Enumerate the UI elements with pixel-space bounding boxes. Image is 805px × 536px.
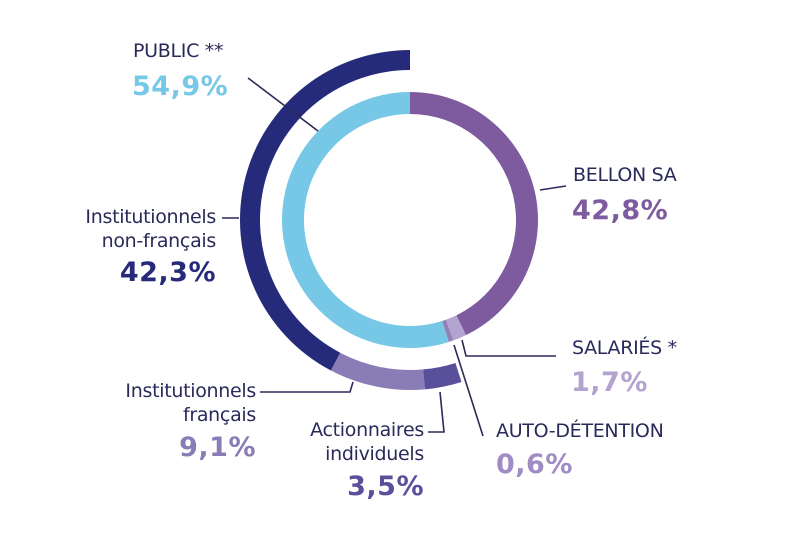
- outer-segment-institutionnels-francais: [330, 352, 425, 390]
- outer-segment-institutionnels-non-francais: [240, 50, 410, 371]
- label-autodetention-value: 0,6%: [496, 449, 573, 480]
- label-inst-nonfr-line1: Institutionnels: [85, 206, 216, 228]
- label-inst-nonfr-line2: non-français: [101, 230, 217, 252]
- inner-segment-bellon-sa: [410, 92, 538, 336]
- leader-line-autodetention: [453, 344, 484, 437]
- label-actionnaires-line1: Actionnaires: [310, 419, 424, 441]
- label-public-name: PUBLIC **: [133, 40, 224, 62]
- inner-segment-salaries: [445, 315, 466, 341]
- label-autodetention-name: AUTO-DÉTENTION: [496, 420, 664, 442]
- inner-ring: [281, 92, 538, 348]
- leader-line-public: [247, 77, 319, 132]
- label-actionnaires-value: 3,5%: [347, 471, 424, 502]
- outer-ring: [240, 50, 462, 390]
- inner-segment-auto-detention: [442, 319, 454, 342]
- leader-line-inst-fr: [260, 381, 354, 393]
- label-inst-nonfr-value: 42,3%: [119, 257, 216, 288]
- outer-segment-actionnaires-individuels: [423, 362, 462, 390]
- label-inst-fr-value: 9,1%: [179, 432, 256, 463]
- leader-line-actionnaires: [428, 391, 445, 433]
- label-salaries-name: SALARIÉS *: [572, 337, 677, 359]
- leader-line-salaries: [461, 339, 556, 357]
- label-public-value: 54,9%: [132, 71, 229, 102]
- leader-lines: [222, 77, 567, 437]
- label-inst-fr-line1: Institutionnels: [125, 380, 256, 402]
- label-bellon-name: BELLON SA: [573, 164, 677, 186]
- inner-segment-public: [281, 92, 449, 348]
- label-salaries-value: 1,7%: [571, 367, 648, 398]
- label-bellon-value: 42,8%: [572, 195, 669, 226]
- label-inst-fr-line2: français: [182, 404, 256, 426]
- leader-line-bellon: [539, 185, 567, 191]
- label-actionnaires-line2: individuels: [325, 443, 424, 465]
